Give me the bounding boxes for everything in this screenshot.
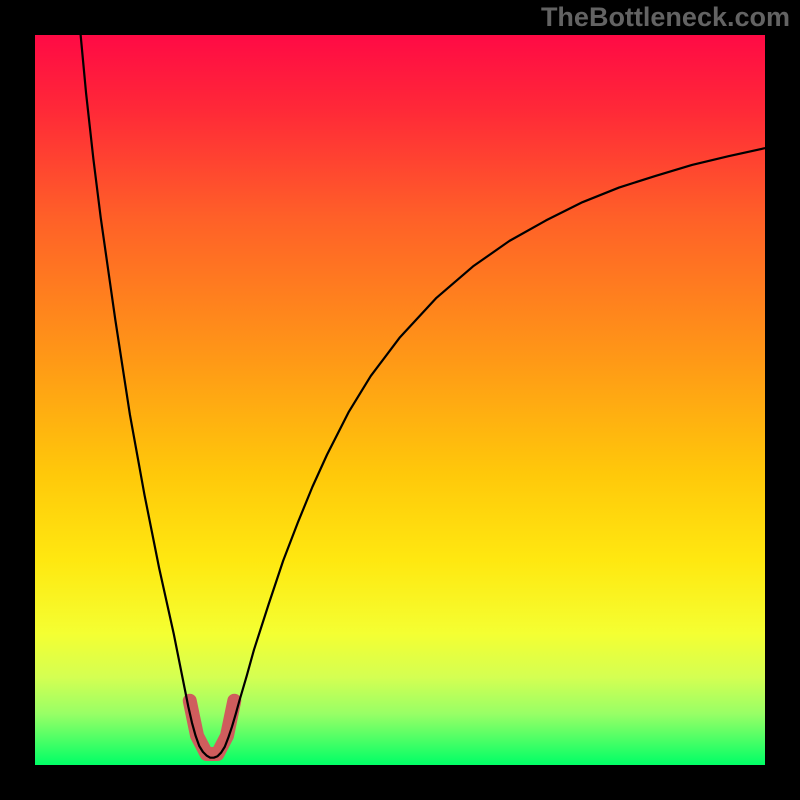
- chart-container: TheBottleneck.com: [0, 0, 800, 800]
- plot-background: [35, 35, 765, 765]
- plot-area: [35, 35, 765, 765]
- chart-svg: [35, 35, 765, 765]
- watermark-text: TheBottleneck.com: [541, 2, 790, 33]
